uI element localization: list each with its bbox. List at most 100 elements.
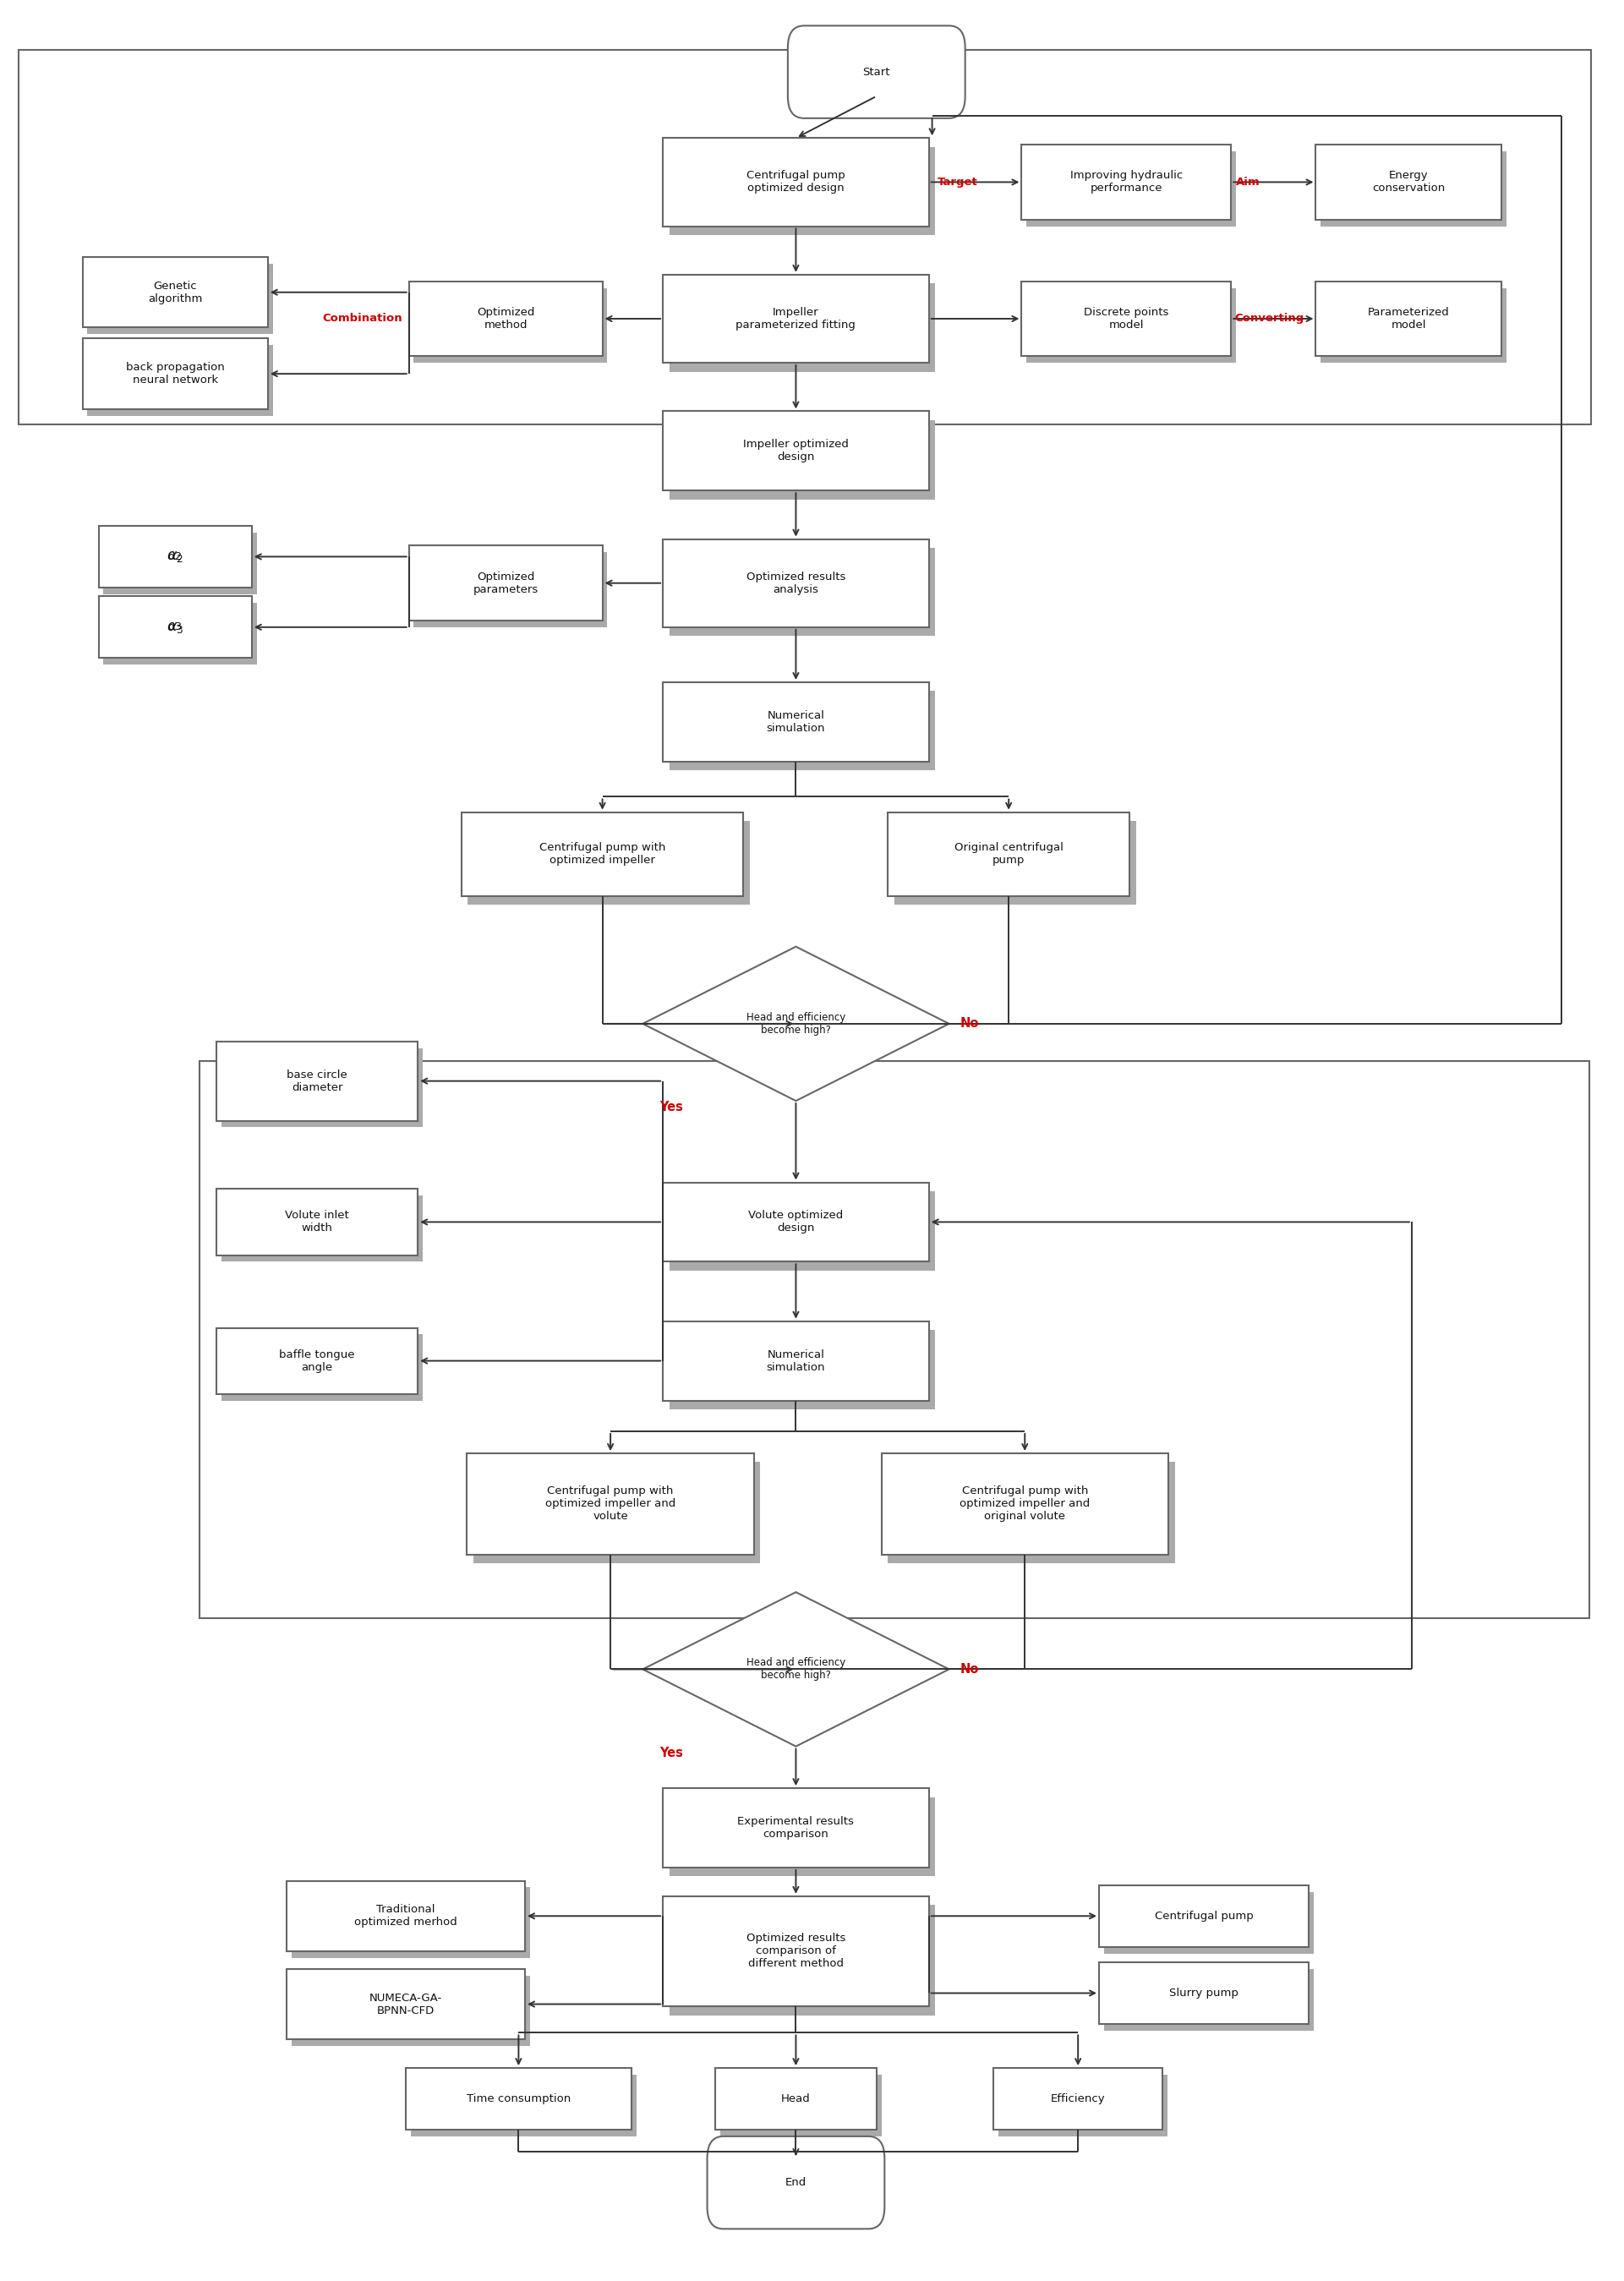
Text: base circle
diameter: base circle diameter xyxy=(287,1070,348,1093)
FancyBboxPatch shape xyxy=(99,527,252,588)
FancyBboxPatch shape xyxy=(291,1975,529,2046)
FancyBboxPatch shape xyxy=(216,1188,417,1255)
FancyBboxPatch shape xyxy=(669,547,935,636)
FancyBboxPatch shape xyxy=(882,1453,1168,1556)
Text: Numerical
simulation: Numerical simulation xyxy=(767,709,825,734)
FancyBboxPatch shape xyxy=(1021,144,1231,219)
FancyBboxPatch shape xyxy=(291,1886,529,1957)
Text: $\alpha_2$: $\alpha_2$ xyxy=(167,550,184,563)
FancyBboxPatch shape xyxy=(414,287,607,363)
Text: baffle tongue
angle: baffle tongue angle xyxy=(279,1348,356,1373)
FancyBboxPatch shape xyxy=(663,1182,929,1261)
Text: back propagation
neural network: back propagation neural network xyxy=(125,363,224,385)
FancyBboxPatch shape xyxy=(1099,1884,1309,1948)
FancyBboxPatch shape xyxy=(1026,287,1236,363)
FancyBboxPatch shape xyxy=(468,821,750,906)
Polygon shape xyxy=(643,1592,948,1747)
FancyBboxPatch shape xyxy=(411,2076,637,2137)
FancyBboxPatch shape xyxy=(888,812,1130,896)
Text: Time consumption: Time consumption xyxy=(466,2094,570,2105)
Text: $\alpha_3$: $\alpha_3$ xyxy=(167,620,184,634)
Text: Optimized
method: Optimized method xyxy=(477,308,534,331)
FancyBboxPatch shape xyxy=(1315,281,1501,356)
FancyBboxPatch shape xyxy=(669,420,935,500)
FancyBboxPatch shape xyxy=(663,1896,929,2007)
FancyBboxPatch shape xyxy=(104,531,257,593)
Text: Optimized results
analysis: Optimized results analysis xyxy=(747,570,846,595)
Text: Optimized results
comparison of
different method: Optimized results comparison of differen… xyxy=(747,1932,846,1969)
FancyBboxPatch shape xyxy=(1104,1891,1314,1953)
FancyBboxPatch shape xyxy=(663,1321,929,1401)
FancyBboxPatch shape xyxy=(669,146,935,235)
FancyBboxPatch shape xyxy=(669,1797,935,1877)
FancyBboxPatch shape xyxy=(888,1462,1174,1562)
FancyBboxPatch shape xyxy=(895,821,1137,906)
FancyBboxPatch shape xyxy=(1320,287,1505,363)
Polygon shape xyxy=(643,947,948,1102)
Text: Head and efficiency
become high?: Head and efficiency become high? xyxy=(747,1013,846,1036)
FancyBboxPatch shape xyxy=(663,274,929,363)
Text: Combination: Combination xyxy=(323,312,403,324)
FancyBboxPatch shape xyxy=(663,411,929,490)
FancyBboxPatch shape xyxy=(1315,144,1501,219)
FancyBboxPatch shape xyxy=(468,1453,754,1556)
Text: NUMECA-GA-
BPNN-CFD: NUMECA-GA- BPNN-CFD xyxy=(369,1991,442,2016)
FancyBboxPatch shape xyxy=(669,691,935,771)
Text: Impeller
parameterized fitting: Impeller parameterized fitting xyxy=(736,308,856,331)
Text: Experimental results
comparison: Experimental results comparison xyxy=(737,1816,854,1841)
FancyBboxPatch shape xyxy=(994,2069,1163,2130)
Text: Slurry pump: Slurry pump xyxy=(1169,1987,1239,1998)
Text: Parameterized
model: Parameterized model xyxy=(1367,308,1450,331)
FancyBboxPatch shape xyxy=(474,1462,760,1562)
FancyBboxPatch shape xyxy=(83,258,268,328)
FancyBboxPatch shape xyxy=(221,1195,422,1261)
FancyBboxPatch shape xyxy=(663,139,929,226)
Text: α3: α3 xyxy=(167,623,182,632)
Text: Numerical
simulation: Numerical simulation xyxy=(767,1348,825,1373)
Text: No: No xyxy=(960,1017,979,1031)
FancyBboxPatch shape xyxy=(1026,151,1236,226)
FancyBboxPatch shape xyxy=(715,2069,877,2130)
FancyBboxPatch shape xyxy=(83,338,268,408)
FancyBboxPatch shape xyxy=(216,1328,417,1394)
FancyBboxPatch shape xyxy=(663,1788,929,1868)
FancyBboxPatch shape xyxy=(669,1191,935,1271)
Text: Energy
conservation: Energy conservation xyxy=(1372,171,1445,194)
Text: Discrete points
model: Discrete points model xyxy=(1083,308,1169,331)
Text: α2: α2 xyxy=(167,552,182,561)
FancyBboxPatch shape xyxy=(706,2137,885,2229)
FancyBboxPatch shape xyxy=(1099,1962,1309,2023)
FancyBboxPatch shape xyxy=(788,25,965,119)
FancyBboxPatch shape xyxy=(461,812,744,896)
FancyBboxPatch shape xyxy=(221,1334,422,1401)
Text: Head and efficiency
become high?: Head and efficiency become high? xyxy=(747,1658,846,1681)
Text: Aim: Aim xyxy=(1236,176,1260,187)
FancyBboxPatch shape xyxy=(409,281,603,356)
FancyBboxPatch shape xyxy=(669,1905,935,2014)
FancyBboxPatch shape xyxy=(88,265,273,333)
FancyBboxPatch shape xyxy=(719,2076,882,2137)
Text: Original centrifugal
pump: Original centrifugal pump xyxy=(955,842,1064,867)
Text: Centrifugal pump with
optimized impeller and
volute: Centrifugal pump with optimized impeller… xyxy=(546,1485,676,1521)
Text: Impeller optimized
design: Impeller optimized design xyxy=(744,438,849,463)
Text: Optimized
parameters: Optimized parameters xyxy=(473,570,538,595)
FancyBboxPatch shape xyxy=(221,1047,422,1127)
FancyBboxPatch shape xyxy=(669,1330,935,1410)
Text: Improving hydraulic
performance: Improving hydraulic performance xyxy=(1070,171,1182,194)
FancyBboxPatch shape xyxy=(1021,281,1231,356)
Text: Traditional
optimized merhod: Traditional optimized merhod xyxy=(354,1905,458,1927)
FancyBboxPatch shape xyxy=(409,545,603,620)
FancyBboxPatch shape xyxy=(999,2076,1168,2137)
Text: Start: Start xyxy=(862,66,890,78)
FancyBboxPatch shape xyxy=(88,344,273,415)
FancyBboxPatch shape xyxy=(663,538,929,627)
FancyBboxPatch shape xyxy=(286,1969,525,2039)
FancyBboxPatch shape xyxy=(99,595,252,657)
Text: Head: Head xyxy=(781,2094,810,2105)
Text: End: End xyxy=(786,2176,807,2187)
FancyBboxPatch shape xyxy=(669,283,935,372)
Text: Genetic
algorithm: Genetic algorithm xyxy=(148,281,203,303)
Text: Target: Target xyxy=(937,176,978,187)
Text: Yes: Yes xyxy=(659,1747,684,1759)
FancyBboxPatch shape xyxy=(216,1042,417,1120)
